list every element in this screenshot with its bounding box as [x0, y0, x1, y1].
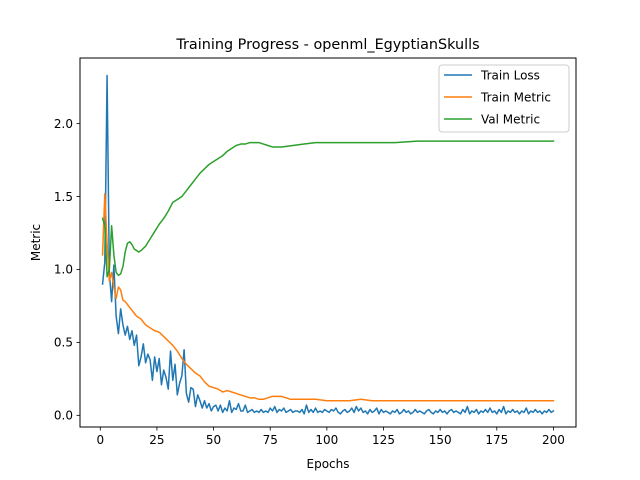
- x-tick-label: 0: [96, 433, 104, 447]
- plot-frame: [79, 57, 577, 428]
- x-tick-label: 100: [315, 433, 338, 447]
- y-axis-ticks: 0.0 0.5 1.0 1.5 2.0: [54, 117, 80, 423]
- chart-title: Training Progress - openml_EgyptianSkull…: [175, 37, 479, 53]
- y-tick-label: 2.0: [54, 117, 73, 131]
- x-tick-label: 150: [429, 433, 452, 447]
- x-tick-label: 125: [372, 433, 395, 447]
- y-tick-label: 0.0: [54, 409, 73, 423]
- y-axis-label: Metric: [29, 224, 43, 261]
- legend: Train Loss Train Metric Val Metric: [438, 64, 570, 133]
- y-tick-label: 1.0: [54, 263, 73, 277]
- x-tick-label: 75: [263, 433, 278, 447]
- y-tick-label: 1.5: [54, 190, 73, 204]
- legend-label-0: Train Loss: [480, 69, 540, 83]
- series-line-0: [101, 74, 555, 415]
- legend-box: [438, 64, 570, 133]
- legend-label-2: Val Metric: [481, 113, 540, 127]
- legend-label-1: Train Metric: [480, 91, 551, 105]
- x-tick-label: 50: [206, 433, 221, 447]
- x-tick-label: 175: [485, 433, 508, 447]
- x-tick-label: 25: [149, 433, 164, 447]
- x-axis-label: Epochs: [307, 457, 350, 471]
- y-tick-label: 0.5: [54, 336, 73, 350]
- x-tick-label: 200: [542, 433, 565, 447]
- legend-items: Train Loss Train Metric Val Metric: [444, 69, 551, 127]
- series-line-2: [101, 140, 555, 278]
- plot-lines: [101, 74, 555, 415]
- x-axis-ticks: 0 25 50 75 100 125 150 175 200: [96, 427, 565, 447]
- series-line-1: [101, 192, 555, 402]
